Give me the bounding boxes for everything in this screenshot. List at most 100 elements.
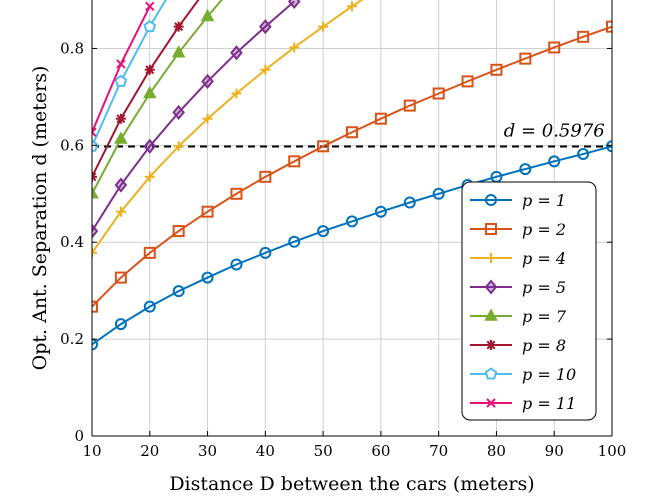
legend-label: p = 2 — [522, 220, 566, 239]
point-marker-x-1 — [92, 130, 97, 137]
series-7 — [92, 0, 167, 152]
point-marker-x-2 — [92, 127, 97, 134]
point-marker-circle — [577, 148, 590, 161]
point-marker-circle — [317, 225, 330, 238]
data-point — [114, 318, 127, 331]
reference-line-label: d = 0.5976 — [504, 120, 605, 141]
data-point — [114, 177, 128, 193]
point-marker-pentagon — [114, 74, 128, 87]
point-marker-pentagon — [143, 19, 157, 33]
point-marker-square — [403, 99, 416, 112]
point-marker-circle — [519, 163, 532, 176]
point-marker-circle — [201, 271, 214, 284]
x-tick-label: 70 — [429, 442, 448, 460]
data-point — [259, 19, 272, 35]
data-point — [201, 271, 214, 284]
point-marker-circle — [92, 338, 98, 351]
x-tick-label: 100 — [598, 442, 627, 460]
point-marker-triangle — [200, 8, 215, 22]
point-marker-square — [432, 87, 445, 100]
series-line — [92, 0, 295, 232]
series-line — [92, 5, 151, 133]
point-marker-square — [143, 246, 156, 259]
data-point — [201, 205, 214, 218]
data-point — [318, 21, 329, 32]
point-marker-circle — [114, 318, 127, 331]
point-marker-diamond — [230, 45, 243, 61]
point-marker-circle — [548, 155, 561, 168]
data-point — [230, 258, 243, 271]
legend-label: p = 1 — [522, 191, 566, 210]
point-marker-square — [114, 271, 127, 284]
point-marker-diamond — [172, 104, 185, 120]
series-4 — [92, 0, 301, 239]
series-8 — [92, 1, 155, 137]
series-line — [92, 0, 364, 254]
point-marker-x-2 — [145, 1, 155, 12]
x-axis-label: Distance D between the cars (meters) — [169, 473, 534, 495]
data-point — [114, 74, 128, 87]
point-marker-diamond — [114, 177, 128, 193]
legend-item: p = 1 — [470, 191, 566, 210]
data-point — [231, 88, 242, 99]
data-point — [92, 338, 98, 351]
point-marker-square — [548, 41, 561, 54]
data-point — [374, 205, 387, 218]
data-point — [230, 45, 243, 61]
data-point — [606, 20, 612, 33]
x-tick-label: 20 — [140, 442, 159, 460]
point-marker-square — [230, 187, 243, 200]
data-point — [287, 0, 301, 10]
point-marker-triangle — [143, 85, 157, 99]
legend-item: p = 5 — [470, 278, 566, 297]
data-point — [484, 308, 498, 321]
point-marker-square — [606, 20, 612, 33]
legend-item: p = 10 — [470, 365, 576, 384]
data-point — [172, 225, 185, 238]
y-tick-label: 0 — [74, 427, 84, 445]
data-point — [485, 223, 497, 235]
point-marker-square — [317, 140, 330, 153]
point-marker-diamond — [259, 19, 272, 35]
point-marker-diamond — [484, 279, 498, 295]
data-point — [116, 59, 126, 69]
data-point — [484, 279, 498, 295]
x-tick-label: 80 — [487, 442, 506, 460]
y-tick-label: 0.6 — [60, 136, 84, 154]
legend-item: p = 11 — [470, 394, 576, 413]
data-point — [461, 75, 474, 88]
point-marker-triangle — [114, 131, 128, 144]
data-point — [346, 215, 358, 228]
data-point — [92, 223, 99, 239]
series-6 — [92, 0, 200, 182]
data-point — [143, 138, 157, 154]
data-point — [346, 126, 358, 139]
data-point — [486, 253, 496, 263]
data-point — [548, 41, 561, 54]
data-point — [230, 187, 243, 200]
data-point — [317, 140, 330, 153]
point-marker-square — [485, 223, 497, 235]
series-line — [92, 0, 223, 195]
data-point — [577, 30, 590, 43]
point-marker-x-2 — [486, 398, 496, 408]
data-point — [143, 246, 156, 259]
data-point — [202, 113, 213, 124]
point-marker-circle — [432, 187, 445, 200]
point-marker-circle — [230, 258, 243, 271]
point-marker-square — [461, 75, 474, 88]
point-marker-circle — [259, 246, 272, 259]
point-marker-triangle — [484, 308, 498, 321]
data-point — [200, 8, 215, 22]
point-marker-circle — [143, 300, 156, 313]
x-tick-label: 40 — [256, 442, 275, 460]
point-marker-star-d1 — [92, 175, 97, 182]
data-point — [201, 73, 214, 89]
series-3 — [92, 0, 364, 258]
point-marker-square — [519, 52, 532, 65]
data-point — [289, 42, 300, 53]
point-marker-x-2 — [116, 59, 126, 69]
data-point — [259, 170, 272, 183]
point-marker-diamond — [92, 223, 99, 239]
point-marker-triangle — [92, 186, 99, 199]
